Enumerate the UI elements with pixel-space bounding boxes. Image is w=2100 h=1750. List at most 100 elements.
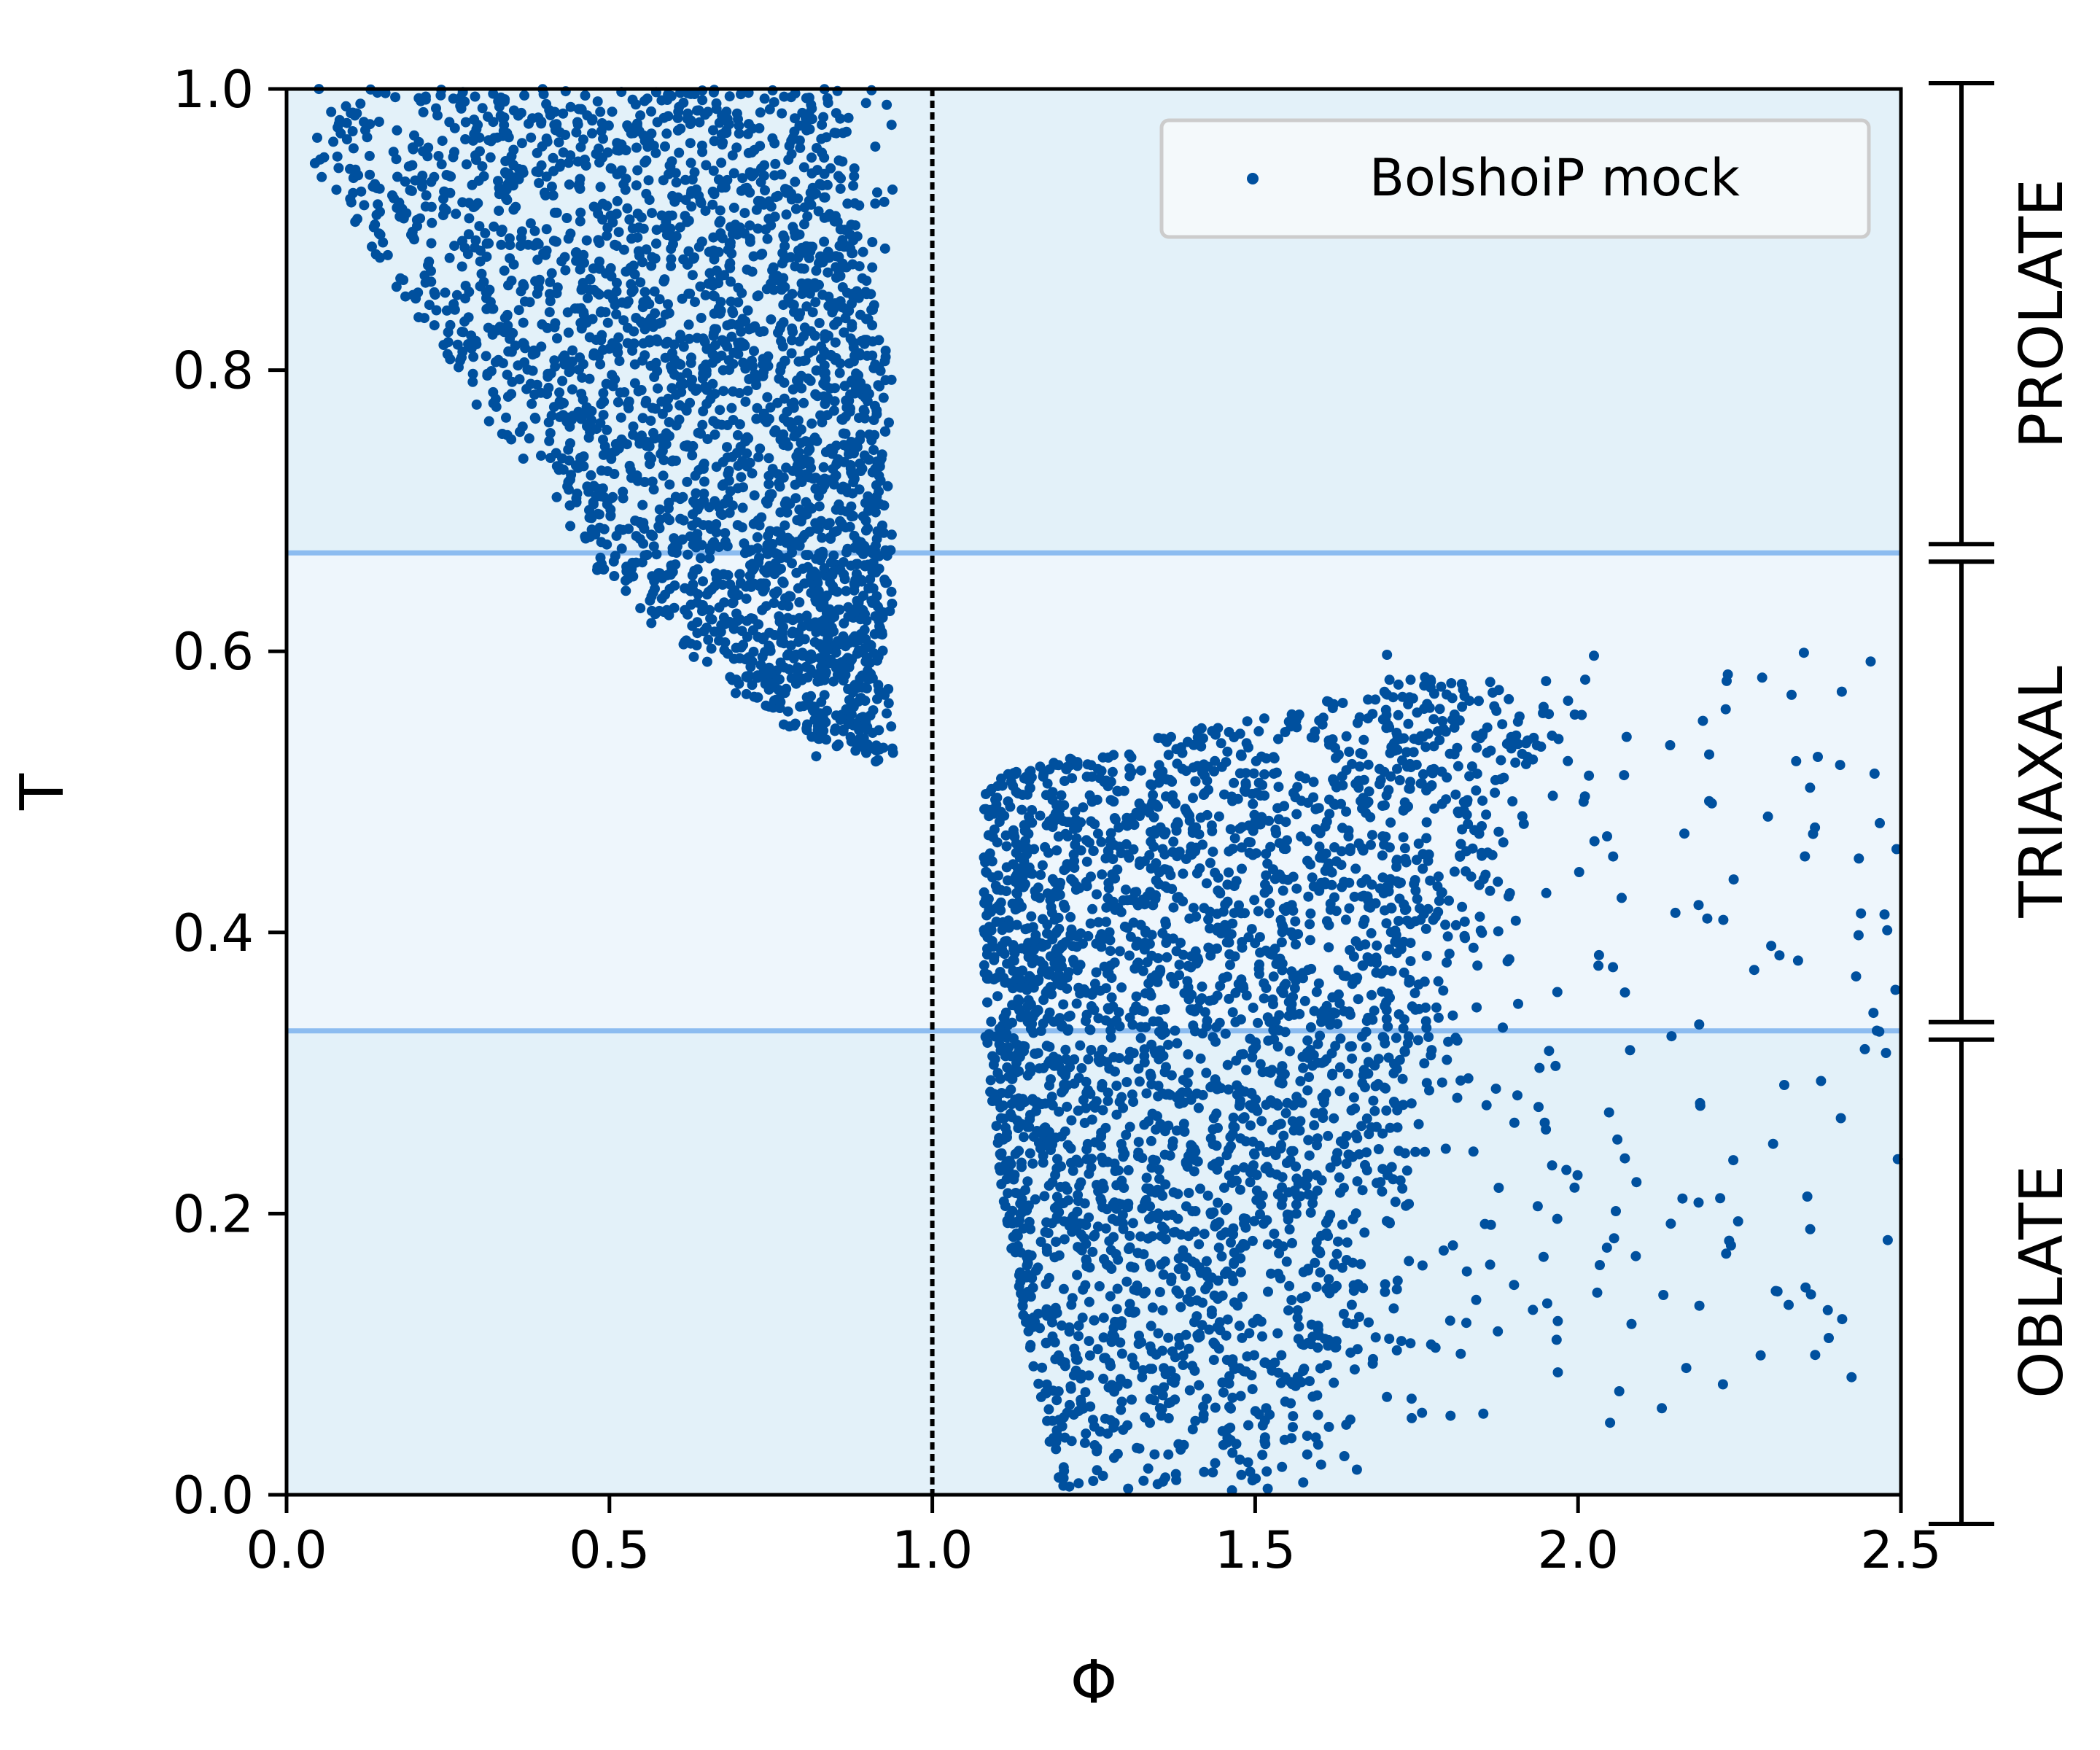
data-point bbox=[1275, 1066, 1286, 1076]
data-point bbox=[1014, 1066, 1024, 1077]
data-point bbox=[1037, 860, 1048, 871]
data-point bbox=[732, 229, 742, 240]
data-point bbox=[1136, 765, 1146, 776]
data-point bbox=[557, 453, 567, 464]
data-point bbox=[1067, 1226, 1078, 1237]
data-point bbox=[687, 520, 698, 531]
data-point bbox=[1399, 804, 1409, 815]
data-point bbox=[1309, 1006, 1320, 1016]
data-point bbox=[822, 267, 833, 278]
data-point bbox=[1245, 1466, 1256, 1477]
data-point bbox=[784, 141, 795, 152]
data-point bbox=[440, 287, 451, 298]
data-point bbox=[663, 111, 674, 122]
data-point bbox=[371, 209, 382, 220]
data-point bbox=[795, 142, 806, 153]
data-point bbox=[856, 335, 867, 346]
data-point bbox=[610, 300, 621, 311]
data-point bbox=[742, 448, 752, 459]
data-point bbox=[473, 175, 484, 186]
data-point bbox=[820, 447, 831, 457]
data-point bbox=[1282, 1209, 1293, 1220]
data-point bbox=[747, 355, 757, 366]
data-point bbox=[1024, 766, 1035, 777]
data-point bbox=[718, 365, 728, 376]
data-point bbox=[823, 252, 834, 263]
data-point bbox=[480, 228, 491, 238]
data-point bbox=[1008, 955, 1019, 965]
data-point bbox=[1205, 1133, 1216, 1144]
data-point bbox=[1197, 1089, 1208, 1100]
data-point bbox=[734, 419, 745, 429]
data-point bbox=[1497, 719, 1508, 730]
data-point bbox=[760, 360, 771, 371]
data-point bbox=[420, 277, 431, 288]
data-point bbox=[1208, 1355, 1219, 1365]
data-point bbox=[1269, 1229, 1280, 1239]
data-point bbox=[1224, 727, 1234, 737]
data-point bbox=[1261, 1466, 1272, 1477]
data-point bbox=[755, 660, 766, 670]
data-point bbox=[1338, 1308, 1349, 1319]
data-point bbox=[586, 470, 596, 481]
data-point bbox=[1098, 1373, 1109, 1384]
data-point bbox=[1089, 979, 1100, 989]
data-point bbox=[328, 136, 339, 147]
data-point bbox=[685, 138, 696, 149]
data-point bbox=[1366, 928, 1377, 938]
data-point bbox=[1291, 1208, 1302, 1219]
data-point bbox=[790, 176, 801, 187]
data-point bbox=[558, 352, 568, 363]
data-point bbox=[1084, 1370, 1094, 1381]
data-point bbox=[744, 220, 755, 231]
data-point bbox=[787, 335, 797, 346]
data-point bbox=[1025, 1067, 1036, 1077]
data-point bbox=[1267, 1146, 1278, 1156]
data-point bbox=[546, 268, 557, 279]
data-point bbox=[1065, 1383, 1076, 1394]
data-point bbox=[828, 405, 839, 416]
data-point bbox=[1211, 1022, 1222, 1032]
data-point bbox=[1127, 1353, 1138, 1364]
data-point bbox=[724, 91, 735, 102]
data-point bbox=[1418, 769, 1428, 779]
data-point bbox=[835, 113, 846, 124]
data-point bbox=[861, 276, 872, 286]
data-point bbox=[431, 305, 442, 316]
data-point bbox=[874, 362, 884, 373]
data-point bbox=[461, 159, 472, 170]
data-point bbox=[1367, 1358, 1378, 1369]
data-point bbox=[1051, 845, 1062, 856]
data-point bbox=[502, 195, 513, 206]
data-point bbox=[779, 253, 790, 264]
data-point bbox=[1433, 871, 1444, 882]
data-point bbox=[1007, 1205, 1018, 1216]
data-point bbox=[669, 369, 680, 380]
data-point bbox=[790, 88, 801, 99]
data-point bbox=[820, 329, 831, 340]
data-point bbox=[846, 736, 857, 747]
data-point bbox=[530, 413, 541, 424]
data-point bbox=[373, 117, 384, 127]
data-point bbox=[683, 215, 694, 226]
data-point bbox=[1062, 972, 1073, 983]
data-point bbox=[673, 192, 683, 203]
data-point bbox=[631, 142, 642, 153]
data-point bbox=[648, 484, 659, 495]
data-point bbox=[1111, 1109, 1122, 1120]
data-point bbox=[626, 265, 637, 276]
data-point bbox=[1078, 1284, 1089, 1295]
data-point bbox=[1146, 836, 1156, 847]
data-point bbox=[1205, 858, 1216, 868]
data-point bbox=[471, 399, 482, 410]
data-point bbox=[551, 236, 561, 247]
data-point bbox=[503, 280, 513, 291]
data-point bbox=[622, 338, 633, 349]
data-point bbox=[534, 178, 545, 188]
data-point bbox=[433, 151, 444, 161]
data-point bbox=[744, 324, 755, 335]
data-point bbox=[779, 356, 790, 367]
data-point bbox=[1148, 1016, 1159, 1027]
data-point bbox=[1409, 875, 1420, 885]
data-point bbox=[627, 223, 638, 234]
